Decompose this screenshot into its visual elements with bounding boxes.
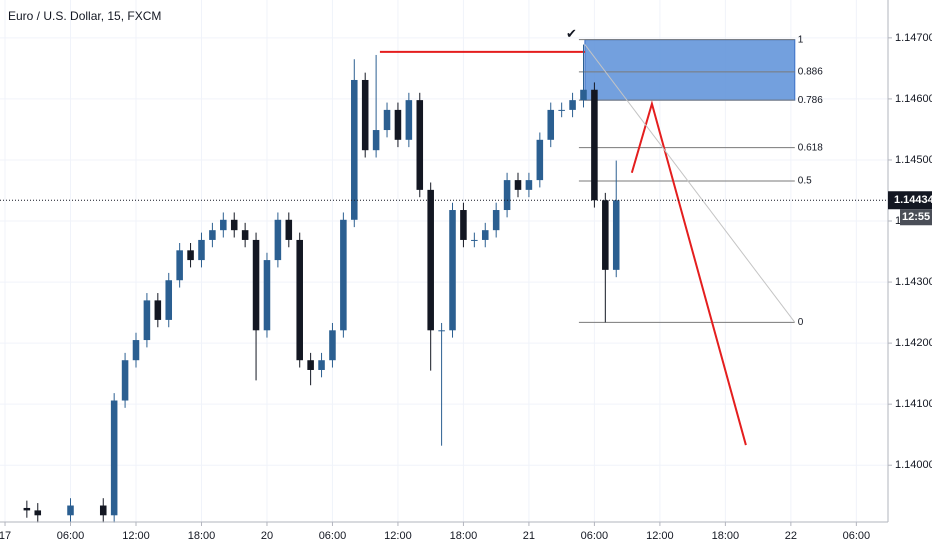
fib-level-label: 0.5 (798, 176, 812, 187)
plot: 1 0.886 0.786 0.618 0.5 0 ✔ (0, 26, 888, 523)
candle-body (67, 505, 74, 516)
candle-body (285, 219, 293, 240)
x-tick-label: 12:00 (646, 530, 674, 542)
y-tick-label: 1.14500 (895, 154, 932, 166)
candle-body (132, 340, 140, 361)
candle-body (165, 280, 173, 320)
candle-body (34, 510, 42, 516)
x-tick-label: 12:00 (122, 530, 150, 542)
candle-body (383, 109, 391, 131)
candle-body (525, 180, 533, 190)
x-tick-label: 18:00 (712, 530, 740, 542)
candle-body (110, 400, 118, 516)
candle-body (351, 79, 358, 220)
candle-body (394, 109, 402, 140)
candle-body (296, 239, 303, 361)
candle-body (143, 300, 151, 341)
candle-body (252, 239, 260, 331)
x-tick-label: 18:00 (450, 530, 478, 542)
fib-level-label: 0.786 (798, 95, 823, 106)
candle-body (361, 79, 369, 151)
candle-body (416, 100, 424, 190)
candle-body (438, 330, 445, 332)
x-tick-label: 18:00 (188, 530, 216, 542)
candle-body (307, 360, 314, 370)
countdown-label: 12:55 (902, 211, 930, 223)
x-tick-label: 06:00 (843, 530, 871, 542)
x-tick-label: 06:00 (319, 530, 347, 542)
fib-level-label: 0.886 (798, 67, 823, 78)
candle-body (569, 100, 576, 110)
y-tick-label: 1.14100 (895, 398, 932, 410)
candle-body (580, 89, 587, 101)
candle-body (230, 219, 238, 231)
candle-body (536, 139, 544, 181)
y-tick-label: 1.14700 (895, 32, 932, 44)
candle-body (547, 109, 555, 140)
candle-body (318, 360, 325, 370)
candle-body (329, 330, 336, 361)
last-price-label: 1.14434 (894, 194, 932, 206)
x-tick-label: 20 (261, 530, 273, 542)
candle-body (220, 219, 227, 231)
candle-body (372, 130, 380, 151)
candle-body (121, 360, 129, 401)
candle-body (176, 250, 183, 281)
candle-body (558, 109, 565, 111)
y-tick-label: 1.14300 (895, 276, 932, 288)
x-tick-label: 06:00 (581, 530, 609, 542)
candle-body (274, 219, 282, 261)
candle-body (481, 230, 489, 240)
candle-body (198, 239, 205, 261)
candle-body (602, 200, 609, 270)
candle-body (99, 505, 107, 516)
candle-body (449, 210, 456, 331)
candle-body (154, 300, 162, 320)
candle-body (23, 507, 31, 511)
candle-body (187, 250, 194, 261)
candle-body (427, 189, 434, 331)
trend-line (584, 44, 796, 323)
candle-body (241, 230, 249, 240)
last-price-box (888, 191, 932, 210)
candle-body (503, 180, 511, 211)
candle-body (460, 210, 467, 240)
x-tick-label: 17 (0, 530, 11, 542)
candle-body (471, 239, 478, 241)
y-tick-label: 1.14600 (895, 93, 932, 105)
candle-body (209, 230, 216, 240)
candle-body (405, 100, 413, 140)
candle-body (514, 180, 522, 190)
candle-body (612, 200, 620, 270)
x-tick-label: 06:00 (57, 530, 85, 542)
candle-body (263, 260, 271, 331)
candle-body (340, 219, 347, 331)
grid (0, 0, 888, 522)
candle-body (492, 210, 500, 231)
fib-level-label: 0 (798, 317, 804, 328)
y-tick-label: 1.14200 (895, 337, 932, 349)
x-tick-label: 12:00 (384, 530, 412, 542)
fib-zone (584, 39, 796, 101)
fib-level-label: 0.618 (798, 142, 823, 153)
countdown-box (900, 209, 932, 226)
x-tick-label: 22 (785, 530, 797, 542)
chart-title: Euro / U.S. Dollar, 15, FXCM (8, 9, 161, 23)
x-tick-label: 21 (523, 530, 535, 542)
trend-line (630, 100, 747, 446)
annotation: ✔ (566, 26, 577, 41)
candle-body (591, 89, 598, 201)
y-tick-label: 1.14000 (895, 459, 932, 471)
fib-level-label: 1 (798, 34, 804, 45)
